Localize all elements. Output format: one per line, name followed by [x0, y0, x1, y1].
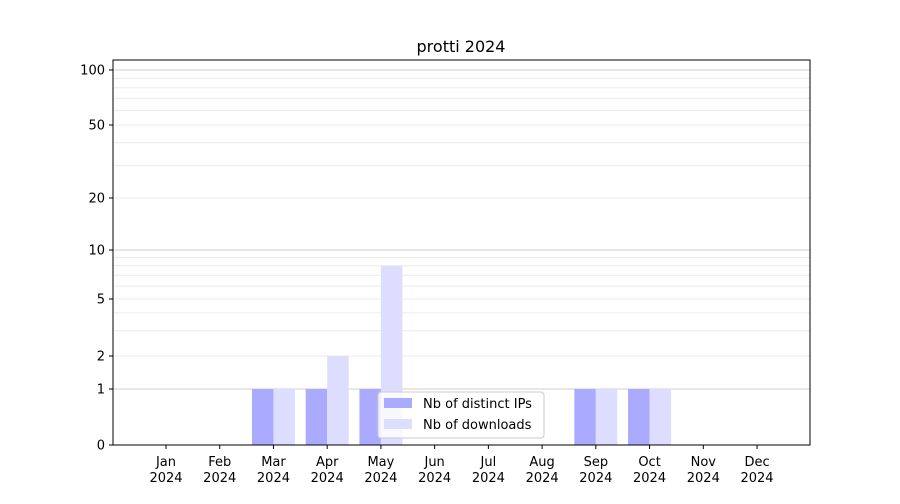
x-tick-label: Oct 2024 [633, 455, 666, 486]
bar-downloads [595, 389, 618, 445]
legend-label-downloads: Nb of downloads [423, 418, 532, 433]
x-tick-label: Mar 2024 [257, 455, 290, 486]
y-tick-label: 50 [88, 119, 105, 134]
x-tick-label: Sep 2024 [579, 455, 612, 486]
legend-label-ips: Nb of distinct IPs [423, 397, 532, 412]
legend-swatch-downloads [384, 419, 412, 429]
bar-distinct-ips [305, 389, 328, 445]
bar-distinct-ips [574, 389, 596, 445]
y-tick-label: 100 [80, 64, 105, 79]
bar-downloads [649, 389, 672, 445]
x-tick-label: Dec 2024 [740, 455, 773, 486]
y-tick-label: 5 [97, 293, 105, 308]
y-tick-label: 1 [97, 383, 105, 398]
legend-box [377, 391, 545, 439]
x-tick-label: Aug 2024 [526, 455, 559, 486]
x-tick-label: Jan 2024 [149, 455, 182, 486]
bar-distinct-ips [359, 389, 381, 445]
bar-downloads [273, 389, 295, 445]
legend-swatch-ips [384, 398, 412, 408]
y-tick-label: 20 [88, 192, 105, 207]
x-tick-label: May 2024 [364, 455, 397, 486]
bar-distinct-ips [251, 389, 274, 445]
y-tick-label: 0 [97, 439, 105, 454]
bar-distinct-ips [628, 389, 650, 445]
y-tick-label: 2 [97, 350, 105, 365]
x-tick-label: Jul 2024 [472, 455, 505, 486]
chart-title: protti 2024 [417, 37, 506, 56]
plot-frame [112, 59, 811, 446]
x-tick-label: Apr 2024 [311, 455, 344, 486]
bar-downloads [327, 356, 349, 445]
y-tick-label: 10 [88, 244, 105, 259]
x-tick-label: Feb 2024 [203, 455, 236, 486]
x-tick-label: Nov 2024 [687, 455, 720, 486]
legend: Nb of distinct IPs Nb of downloads [377, 391, 545, 439]
x-tick-label: Jun 2024 [418, 455, 451, 486]
